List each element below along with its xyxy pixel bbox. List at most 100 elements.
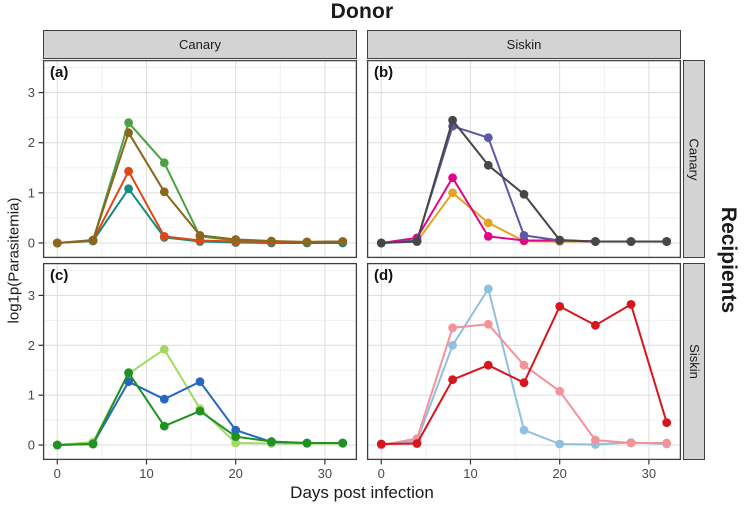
data-point-dark-green xyxy=(338,438,348,448)
data-point-dark-gray xyxy=(376,238,386,248)
donor-axis-title: Donor xyxy=(330,0,394,23)
data-point-olive-brown xyxy=(88,235,98,245)
y-axis-title-text: log1p(Parasitemia) xyxy=(5,197,23,323)
data-point-olive-brown xyxy=(267,236,276,246)
panel-border xyxy=(366,262,682,461)
y-tick-label: 0 xyxy=(28,438,35,453)
data-point-salmon-pink xyxy=(448,323,457,333)
data-point-green xyxy=(159,158,169,168)
data-point-olive-brown xyxy=(302,237,312,247)
data-point-dark-gray xyxy=(662,237,672,246)
panel-b-letter: (b) xyxy=(374,64,394,81)
data-point-teal xyxy=(124,184,133,194)
data-point-olive-brown xyxy=(52,238,62,248)
data-point-dark-green xyxy=(302,438,312,448)
data-point-salmon-pink xyxy=(626,438,636,448)
x-tick-label: 0 xyxy=(54,466,61,481)
y-tick-label: 3 xyxy=(28,288,35,303)
data-point-red xyxy=(483,360,493,370)
panel-d-plot: 0 10 20 30 xyxy=(366,262,682,481)
data-point-light-green xyxy=(231,438,241,448)
data-point-amber xyxy=(483,218,493,228)
data-point-salmon-pink xyxy=(483,319,493,329)
data-point-dark-green xyxy=(231,432,241,441)
data-point-red xyxy=(591,320,600,330)
data-point-salmon-pink xyxy=(591,435,600,445)
y-tick-label: 2 xyxy=(28,135,35,150)
facet-row-strip-siskin: Siskin xyxy=(683,263,705,460)
y-tick-label: 0 xyxy=(28,235,35,250)
data-point-dark-gray xyxy=(519,189,529,199)
facet-row-label: Siskin xyxy=(686,344,702,379)
data-point-olive-brown xyxy=(124,128,133,138)
x-tick-label: 10 xyxy=(139,466,153,481)
panel-border xyxy=(366,59,682,259)
data-point-salmon-pink xyxy=(519,360,529,370)
data-point-orange-red xyxy=(159,232,169,241)
facet-row-label: Canary xyxy=(686,138,702,180)
data-point-green xyxy=(124,118,133,128)
data-point-light-blue xyxy=(519,425,529,435)
y-tick-label: 3 xyxy=(28,85,35,100)
y-tick-label: 2 xyxy=(28,338,35,353)
facet-row-strip-canary: Canary xyxy=(683,60,705,258)
y-axis-title: log1p(Parasitemia) xyxy=(0,60,28,460)
data-point-amber xyxy=(448,188,457,198)
panel-a-letter: (a) xyxy=(50,64,69,81)
data-point-magenta xyxy=(448,173,457,183)
data-point-light-blue xyxy=(555,439,565,449)
x-axis-title: Days post infection xyxy=(290,483,434,502)
facet-column-strip-canary: Canary xyxy=(43,30,357,59)
data-point-blue xyxy=(195,377,205,387)
data-point-dark-gray xyxy=(626,237,636,246)
x-tick-label: 10 xyxy=(463,466,477,481)
x-tick-label: 20 xyxy=(228,466,242,481)
panel-border xyxy=(42,262,358,461)
data-point-dark-gray xyxy=(555,235,565,245)
data-point-dark-gray xyxy=(591,237,600,246)
data-point-slate-purple xyxy=(483,133,493,143)
data-point-light-blue xyxy=(448,340,457,350)
data-point-olive-brown xyxy=(338,237,348,246)
data-point-red xyxy=(555,302,565,311)
data-point-dark-green xyxy=(88,439,98,449)
data-point-red xyxy=(412,439,422,448)
data-point-dark-green xyxy=(267,437,276,446)
data-point-blue xyxy=(124,377,133,387)
data-point-dark-green xyxy=(52,440,62,450)
x-tick-label: 30 xyxy=(318,466,332,481)
panel-c-letter: (c) xyxy=(50,267,69,284)
panel-b-plot xyxy=(366,59,682,259)
data-point-olive-brown xyxy=(195,231,205,240)
facet-column-label: Canary xyxy=(179,37,221,52)
data-point-olive-brown xyxy=(231,235,241,244)
panel-border xyxy=(42,59,358,259)
data-point-light-blue xyxy=(483,284,493,294)
data-point-orange-red xyxy=(124,166,133,176)
data-point-dark-green xyxy=(124,368,133,378)
data-point-olive-brown xyxy=(159,187,169,197)
data-point-magenta xyxy=(483,232,493,241)
data-point-blue xyxy=(159,394,169,404)
data-point-dark-gray xyxy=(448,115,457,125)
data-point-dark-gray xyxy=(412,237,422,246)
facet-column-label: Siskin xyxy=(506,37,542,52)
data-point-salmon-pink xyxy=(555,386,565,396)
y-tick-label: 1 xyxy=(28,185,35,200)
data-point-dark-green xyxy=(195,406,205,416)
data-point-red xyxy=(662,418,672,427)
data-point-salmon-pink xyxy=(662,438,672,448)
x-tick-label: 30 xyxy=(642,466,656,481)
data-point-light-green xyxy=(159,344,169,354)
recipients-axis-title-text: Recipients xyxy=(717,206,741,314)
data-point-red xyxy=(448,375,457,385)
x-tick-label: 0 xyxy=(378,466,385,481)
data-point-blue xyxy=(231,425,241,435)
data-point-red xyxy=(626,300,636,309)
facet-column-strip-siskin: Siskin xyxy=(367,30,681,59)
recipients-axis-title: Recipients xyxy=(707,10,750,509)
data-point-dark-gray xyxy=(483,160,493,170)
panel-d-letter: (d) xyxy=(374,267,394,284)
